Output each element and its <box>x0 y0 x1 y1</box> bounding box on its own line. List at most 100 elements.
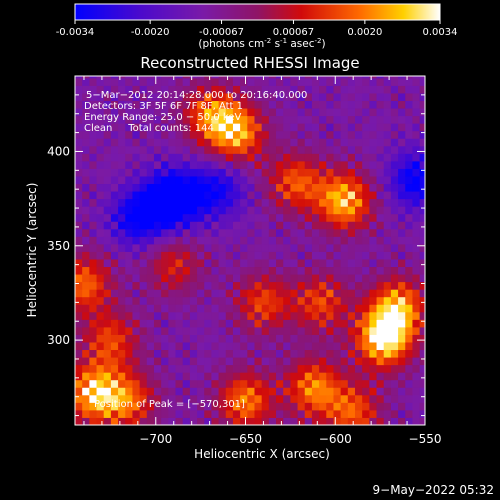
heatmap-cell <box>283 409 291 418</box>
heatmap-cell <box>276 379 284 388</box>
heatmap-cell <box>290 168 299 177</box>
heatmap-cell <box>419 221 425 230</box>
heatmap-cell <box>82 221 90 230</box>
heatmap-cell <box>168 349 177 358</box>
heatmap-cell <box>247 221 256 230</box>
heatmap-cell <box>103 183 112 192</box>
heatmap-cell <box>362 326 370 335</box>
heatmap-cell <box>362 108 370 117</box>
heatmap-cell <box>419 372 425 381</box>
heatmap-cell <box>189 168 198 177</box>
heatmap-cell <box>204 92 212 102</box>
heatmap-cell <box>347 206 356 215</box>
heatmap-cell <box>261 258 270 268</box>
heatmap-cell <box>146 85 155 94</box>
heatmap-cell <box>412 274 421 283</box>
heatmap-cell <box>225 138 234 147</box>
heatmap-cell <box>225 296 234 305</box>
heatmap-cell <box>197 183 205 192</box>
heatmap-cell <box>254 274 263 283</box>
heatmap-cell <box>419 198 425 207</box>
heatmap-cell <box>283 191 291 200</box>
heatmap-cell <box>383 85 392 94</box>
heatmap-cell <box>146 281 155 290</box>
heatmap-cell <box>254 341 263 351</box>
heatmap-cell <box>297 319 306 328</box>
heatmap-cell <box>110 417 119 425</box>
heatmap-cell <box>304 274 313 283</box>
heatmap-cell <box>333 258 342 268</box>
heatmap-cell <box>103 387 112 396</box>
heatmap-cell <box>232 183 241 192</box>
heatmap-cell <box>419 281 425 290</box>
heatmap-cell <box>110 304 119 313</box>
heatmap-cell <box>419 364 425 373</box>
heatmap-cell <box>261 387 270 396</box>
heatmap-cell <box>376 243 385 252</box>
heatmap-cell <box>290 92 299 102</box>
heatmap-cell <box>96 379 105 388</box>
heatmap-cell <box>218 85 227 94</box>
heatmap-cell <box>340 417 349 425</box>
heatmap-cell <box>297 100 306 109</box>
heatmap-cell <box>290 130 299 139</box>
heatmap-cell <box>311 379 320 388</box>
heatmap-cell <box>254 153 263 162</box>
heatmap-cell <box>240 409 248 418</box>
heatmap-cell <box>197 228 205 237</box>
heatmap-cell <box>376 409 385 418</box>
heatmap-cell <box>225 236 234 245</box>
heatmap-cell <box>168 130 177 139</box>
heatmap-cell <box>197 92 205 102</box>
heatmap-cell <box>355 379 363 388</box>
heatmap-cell <box>326 228 335 237</box>
heatmap-cell <box>369 213 378 222</box>
heatmap-cell <box>412 138 421 147</box>
heatmap-cell <box>161 130 169 139</box>
heatmap-cell <box>82 85 90 94</box>
heatmap-cell <box>405 387 413 396</box>
heatmap-cell <box>110 379 119 388</box>
heatmap-cell <box>153 379 162 388</box>
heatmap-cell <box>362 341 370 351</box>
heatmap-cell <box>340 251 349 260</box>
heatmap-cell <box>175 213 184 222</box>
heatmap-cell <box>297 77 306 86</box>
heatmap-cell <box>261 198 270 207</box>
heatmap-cell <box>376 334 385 343</box>
heatmap-cell <box>369 326 378 335</box>
heatmap-cell <box>347 92 356 102</box>
heatmap-cell <box>369 123 378 132</box>
heatmap-cell <box>319 85 327 94</box>
heatmap-cell <box>82 168 90 177</box>
heatmap-cell <box>232 319 241 328</box>
heatmap-cell <box>153 258 162 268</box>
heatmap-cell <box>139 417 148 425</box>
heatmap-cell <box>175 266 184 275</box>
heatmap-cell <box>383 266 392 275</box>
heatmap-cell <box>153 281 162 290</box>
heatmap-cell <box>276 153 284 162</box>
heatmap-cell <box>390 341 399 351</box>
heatmap-cell <box>82 281 90 290</box>
heatmap-cell <box>268 417 277 425</box>
heatmap-cell <box>383 387 392 396</box>
heatmap-cell <box>139 77 148 86</box>
heatmap-cell <box>204 394 212 403</box>
heatmap-cell <box>146 349 155 358</box>
heatmap-cell <box>290 387 299 396</box>
heatmap-cell <box>355 387 363 396</box>
heatmap-cell <box>247 108 256 117</box>
heatmap-cell <box>311 183 320 192</box>
heatmap-cell <box>333 394 342 403</box>
heatmap-cell <box>355 319 363 328</box>
heatmap-cell <box>240 394 248 403</box>
heatmap-cell <box>189 198 198 207</box>
heatmap-cell <box>125 92 133 102</box>
heatmap-cell <box>96 281 105 290</box>
heatmap-cell <box>383 304 392 313</box>
heatmap-cell <box>240 349 248 358</box>
heatmap-cell <box>247 243 256 252</box>
heatmap-cell <box>197 130 205 139</box>
heatmap-cell <box>175 130 184 139</box>
